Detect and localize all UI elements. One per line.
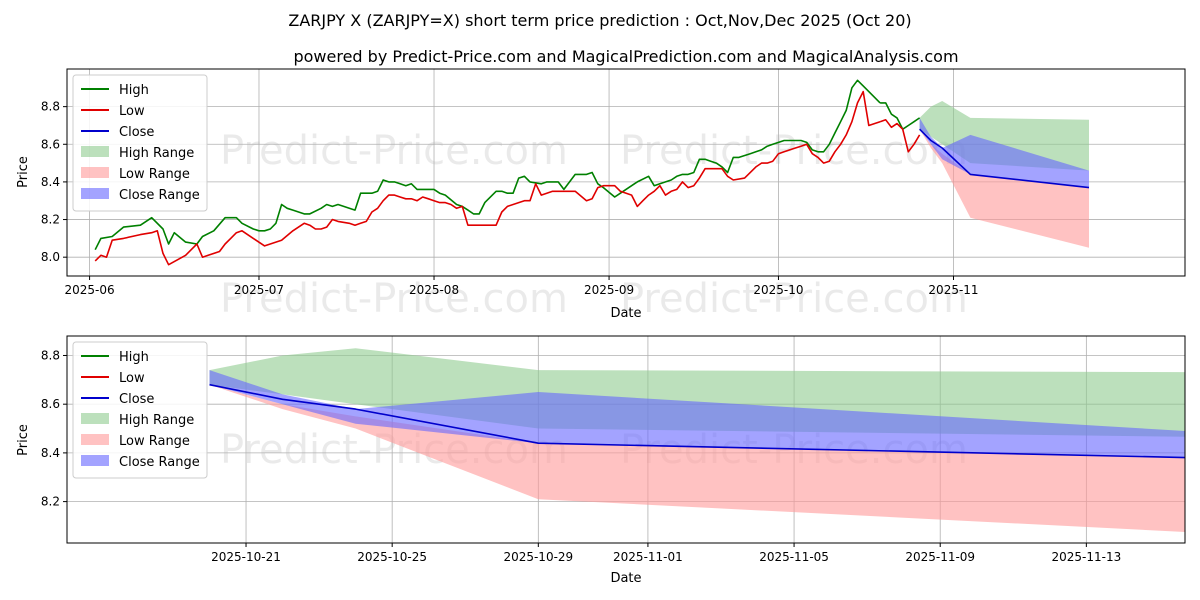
low-series-line [94,90,881,266]
legend-label: High [119,350,149,365]
x-tick-label: 2025-10 [753,283,803,297]
close-series-line [919,128,1090,189]
legend-swatch [81,146,109,157]
watermark: Predict-Price.com [620,276,968,322]
y-tick-label: 8.6 [41,137,60,151]
x-tick-label: 2025-06 [65,283,115,297]
high-series-line [94,79,881,251]
top-x-axis-label: Date [610,306,641,321]
legend-label: Close [119,125,154,140]
low-range-band [919,129,1089,248]
top-series [94,79,1090,266]
y-tick-label: 8.0 [41,250,60,264]
legend-swatch [81,455,109,466]
bottom-legend: High Low Close High Range Low Range Close Ran… [72,341,208,479]
bottom-axes-frame [66,335,1186,544]
x-tick-label: 2025-11-13 [1051,550,1121,564]
legend-label: Close [119,392,154,407]
top-legend: High Low Close High Range Low Range Close Ran… [72,74,208,212]
legend-label: Low [119,104,145,119]
y-tick-label: 8.2 [41,213,60,227]
x-tick-label: 2025-11-01 [613,550,683,564]
x-tick-label: 2025-10-25 [357,550,427,564]
x-tick-label: 2025-08 [409,283,459,297]
x-tick-label: 2025-11-05 [759,550,829,564]
x-tick-label: 2025-11-09 [905,550,975,564]
top-forecast-ranges [919,101,1089,248]
bottom-forecast-ranges [209,348,1185,532]
y-tick-label: 8.4 [41,175,60,189]
close-range-band [919,117,1089,188]
legend-swatch [81,188,109,199]
legend-label: High Range [119,413,194,428]
legend-label: Low Range [119,434,190,449]
legend-swatch [81,413,109,424]
legend-label: Close Range [119,455,200,470]
legend-label: Close Range [119,188,200,203]
bottom-panel: Predict-Price.com Predict-Price.com 2025… [16,335,1186,586]
top-y-axis-label: Price [16,156,31,188]
y-tick-label: 8.8 [41,348,60,362]
watermark: Predict-Price.com [620,128,968,174]
chart-title: ZARJPY X (ZARJPY=X) short term price pre… [288,11,911,30]
watermark: Predict-Price.com [220,276,568,322]
bottom-y-axis-label: Price [16,424,31,456]
legend-label: High Range [119,146,194,161]
low-series-line [879,119,921,153]
top-panel: Predict-Price.com Predict-Price.com Pred… [16,68,1186,322]
bottom-ticks: 2025-10-21 2025-10-25 2025-10-29 2025-11-01… [41,348,1121,564]
legend-swatch [81,167,109,178]
x-tick-label: 2025-10-29 [503,550,573,564]
x-tick-label: 2025-07 [234,283,284,297]
legend-swatch [81,434,109,445]
legend-label: High [119,83,149,98]
legend-label: Low [119,371,145,386]
bottom-x-axis-label: Date [610,571,641,586]
bottom-series [209,383,1185,459]
top-axes-frame [66,68,1186,277]
legend-label: Low Range [119,167,190,182]
y-tick-label: 8.2 [41,495,60,509]
x-tick-label: 2025-10-21 [211,550,281,564]
x-tick-label: 2025-09 [584,283,634,297]
low-range-band [209,384,1185,532]
x-tick-label: 2025-11 [928,283,978,297]
high-series-line [880,102,921,130]
top-ticks: 2025-06 2025-07 2025-08 2025-09 2025-10 2025-… [41,100,979,297]
watermark: Predict-Price.com [220,128,568,174]
y-tick-label: 8.8 [41,100,60,114]
y-tick-label: 8.6 [41,397,60,411]
y-tick-label: 8.4 [41,446,60,460]
close-series-line [209,383,1185,459]
close-range-band [209,370,1185,458]
chart-subtitle: powered by Predict-Price.com and Magical… [293,47,958,66]
